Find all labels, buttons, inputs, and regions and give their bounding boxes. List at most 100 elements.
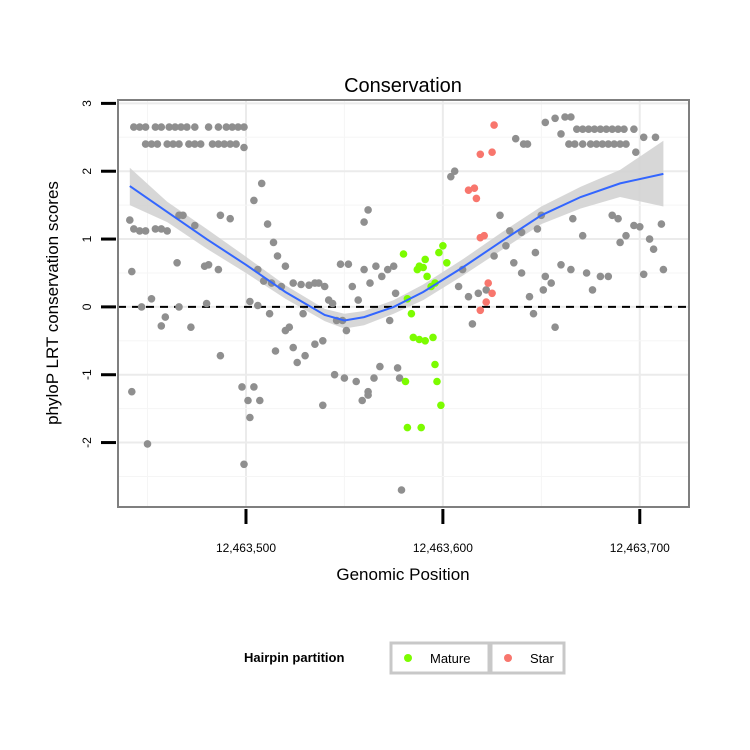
data-point-other bbox=[630, 221, 638, 230]
data-point-mature bbox=[401, 377, 410, 386]
data-point-other bbox=[372, 262, 380, 271]
data-point-other bbox=[502, 242, 510, 250]
data-point-other bbox=[376, 362, 384, 371]
data-point-other bbox=[529, 309, 538, 318]
data-point-other bbox=[141, 140, 150, 148]
data-point-other bbox=[263, 220, 272, 228]
data-point-other bbox=[315, 279, 323, 287]
data-point-mature bbox=[431, 360, 439, 369]
data-point-other bbox=[232, 140, 240, 148]
data-point-other bbox=[204, 123, 213, 131]
data-point-other bbox=[175, 303, 183, 311]
y-tick-label: 1 bbox=[80, 235, 94, 242]
x-axis-label: Genomic Position bbox=[336, 565, 469, 584]
data-point-other bbox=[510, 259, 518, 267]
data-point-other bbox=[141, 227, 150, 235]
data-point-other bbox=[383, 265, 392, 274]
data-point-other bbox=[360, 218, 368, 226]
data-point-other bbox=[319, 401, 327, 410]
data-point-other bbox=[208, 140, 217, 148]
data-point-other bbox=[165, 123, 173, 131]
legend-swatch-star bbox=[504, 654, 512, 662]
data-point-other bbox=[578, 231, 587, 240]
data-point-other bbox=[187, 323, 195, 332]
data-point-other bbox=[358, 396, 367, 405]
data-point-star bbox=[490, 121, 498, 129]
data-point-other bbox=[163, 140, 171, 148]
chart-title: Conservation bbox=[344, 75, 462, 97]
data-point-other bbox=[137, 303, 146, 311]
data-point-other bbox=[147, 140, 156, 148]
data-point-other bbox=[614, 214, 622, 223]
data-point-other bbox=[531, 248, 540, 257]
data-point-star bbox=[480, 231, 489, 240]
data-point-other bbox=[214, 123, 223, 131]
data-point-other bbox=[342, 326, 351, 335]
data-point-other bbox=[608, 125, 616, 133]
data-point-other bbox=[265, 309, 274, 318]
y-axis-label: phyloP LRT conservation scores bbox=[43, 181, 62, 425]
data-point-other bbox=[328, 299, 337, 308]
data-point-other bbox=[582, 269, 591, 277]
data-point-other bbox=[366, 279, 374, 287]
data-point-other bbox=[393, 364, 402, 372]
y-tick-label: 3 bbox=[80, 100, 94, 107]
data-point-mature bbox=[403, 423, 412, 432]
data-point-mature bbox=[423, 272, 431, 281]
smooth-trend-line bbox=[129, 172, 664, 322]
data-point-other bbox=[273, 252, 282, 260]
data-point-other bbox=[177, 123, 185, 131]
data-point-other bbox=[397, 486, 406, 494]
data-point-star bbox=[482, 298, 491, 306]
legend-key-mature bbox=[389, 641, 491, 675]
data-point-other bbox=[281, 262, 290, 271]
data-point-star bbox=[472, 194, 481, 203]
data-point-other bbox=[141, 123, 150, 131]
data-point-other bbox=[135, 123, 144, 131]
data-point-other bbox=[297, 280, 305, 289]
data-point-mature bbox=[417, 423, 426, 432]
data-point-other bbox=[496, 211, 504, 220]
data-point-other bbox=[344, 260, 353, 269]
data-point-other bbox=[157, 322, 166, 330]
legend-label-star: Star bbox=[530, 651, 555, 666]
legend-key-star bbox=[489, 641, 566, 675]
data-point-other bbox=[464, 292, 473, 301]
data-point-other bbox=[135, 227, 144, 235]
data-point-other bbox=[391, 289, 400, 298]
y-axis: -2 -1 0 1 2 3 bbox=[80, 100, 116, 448]
data-point-other bbox=[257, 179, 266, 188]
data-point-other bbox=[557, 261, 565, 269]
data-point-other bbox=[196, 140, 205, 148]
data-point-other bbox=[533, 225, 542, 233]
data-point-other bbox=[340, 374, 349, 382]
data-point-other bbox=[636, 223, 644, 231]
data-point-mature bbox=[399, 250, 408, 258]
data-point-other bbox=[511, 134, 520, 143]
data-point-other bbox=[216, 211, 225, 220]
data-point-other bbox=[586, 140, 595, 148]
data-point-other bbox=[228, 123, 236, 131]
data-point-mature bbox=[439, 242, 447, 250]
data-point-mature bbox=[437, 401, 445, 410]
data-point-star bbox=[464, 186, 473, 194]
data-point-other bbox=[253, 301, 262, 310]
data-point-other bbox=[360, 265, 368, 274]
data-point-other bbox=[246, 297, 254, 306]
data-point-other bbox=[490, 252, 498, 260]
data-point-other bbox=[128, 267, 136, 276]
data-point-other bbox=[240, 143, 248, 152]
data-point-other bbox=[216, 351, 225, 360]
data-point-other bbox=[551, 114, 559, 123]
data-point-other bbox=[604, 272, 613, 281]
data-point-other bbox=[604, 140, 613, 148]
data-point-other bbox=[301, 351, 309, 360]
data-point-mature bbox=[419, 263, 428, 272]
data-point-other bbox=[649, 245, 658, 253]
data-point-other bbox=[191, 140, 199, 148]
data-point-other bbox=[183, 123, 191, 131]
data-point-other bbox=[584, 125, 593, 133]
data-point-other bbox=[157, 123, 166, 131]
data-point-other bbox=[204, 261, 213, 269]
data-point-other bbox=[541, 118, 550, 127]
